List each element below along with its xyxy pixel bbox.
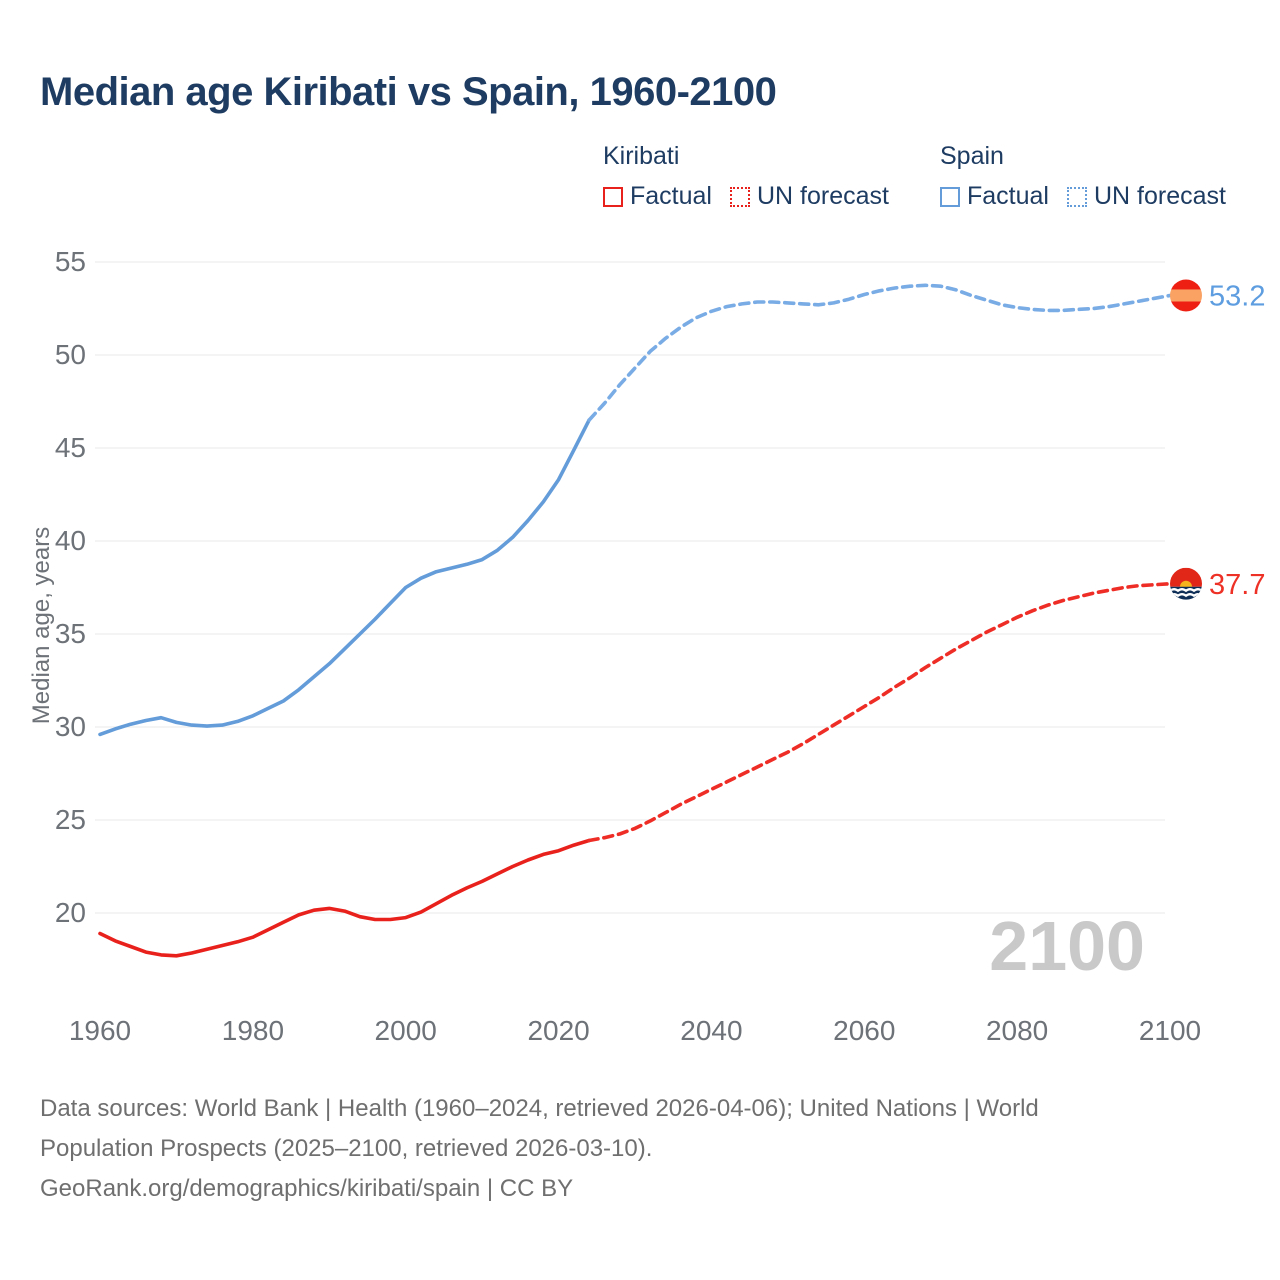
legend: Kiribati Factual UN forecast Spain Factu… bbox=[0, 142, 1280, 222]
spain-flag-icon bbox=[1170, 279, 1202, 312]
x-tick-label: 2000 bbox=[375, 1015, 437, 1046]
y-axis-title: Median age, years bbox=[28, 526, 55, 725]
legend-item-label: Factual bbox=[630, 182, 712, 210]
series-spain-factual bbox=[98, 418, 591, 737]
legend-group-spain-title: Spain bbox=[940, 142, 1004, 170]
footer: Data sources: World Bank | Health (1960–… bbox=[40, 1089, 1190, 1209]
y-tick-label: 55 bbox=[55, 246, 86, 277]
x-tick-label: 2100 bbox=[1139, 1015, 1201, 1046]
kiribati-forecast-swatch-icon bbox=[729, 186, 750, 207]
legend-item-spain-forecast: UN forecast bbox=[1066, 182, 1226, 211]
legend-group-kiribati-title: Kiribati bbox=[603, 142, 680, 170]
footer-line-3: GeoRank.org/demographics/kiribati/spain … bbox=[40, 1175, 574, 1202]
x-tick-label: 2020 bbox=[527, 1015, 589, 1046]
legend-item-label: UN forecast bbox=[1093, 182, 1226, 210]
x-tick-label: 1980 bbox=[222, 1015, 284, 1046]
footer-line-1: Data sources: World Bank | Health (1960–… bbox=[40, 1095, 1039, 1122]
y-tick-label: 45 bbox=[55, 432, 86, 463]
legend-item-kiribati-factual: Factual bbox=[603, 182, 712, 211]
end-value-label: 53.2 bbox=[1209, 280, 1265, 312]
series-kiribati-factual bbox=[98, 838, 591, 958]
legend-group-kiribati: Kiribati Factual UN forecast bbox=[603, 142, 889, 211]
y-tick-label: 40 bbox=[55, 525, 86, 556]
end-value-label: 37.7 bbox=[1209, 569, 1265, 601]
page-title: Median age Kiribati vs Spain, 1960-2100 bbox=[40, 70, 777, 114]
kiribati-flag-icon bbox=[1170, 567, 1202, 600]
y-tick-label: 25 bbox=[55, 804, 86, 835]
y-tick-label: 30 bbox=[55, 711, 86, 742]
kiribati-factual-swatch-icon bbox=[603, 186, 623, 207]
legend-item-label: UN forecast bbox=[756, 182, 889, 210]
spain-forecast-swatch-icon bbox=[1066, 186, 1087, 207]
spain-factual-swatch-icon bbox=[940, 186, 960, 207]
y-tick-label: 35 bbox=[55, 618, 86, 649]
end-label-kiribati: 37.7 bbox=[1170, 567, 1265, 601]
y-tick-label: 20 bbox=[55, 897, 86, 928]
gridlines: 55 50 45 40 35 30 25 20 1960 1980 2000 2020 2040 2060… bbox=[55, 246, 1201, 1046]
x-tick-label: 2080 bbox=[986, 1015, 1048, 1046]
y-tick-label: 50 bbox=[55, 339, 86, 370]
legend-item-spain-factual: Factual bbox=[940, 182, 1049, 211]
footer-line-2: Population Prospects (2025–2100, retriev… bbox=[40, 1135, 653, 1162]
end-label-spain: 53.2 bbox=[1170, 279, 1265, 312]
series-spain-forecast bbox=[587, 283, 1172, 422]
watermark: 2100 bbox=[989, 907, 1145, 985]
x-tick-label: 2060 bbox=[833, 1015, 895, 1046]
legend-item-label: Factual bbox=[967, 182, 1049, 210]
legend-item-kiribati-forecast: UN forecast bbox=[729, 182, 889, 211]
legend-group-spain: Spain Factual UN forecast bbox=[940, 142, 1226, 211]
x-tick-label: 2040 bbox=[680, 1015, 742, 1046]
series-kiribati-forecast bbox=[587, 582, 1172, 843]
x-tick-label: 1960 bbox=[69, 1015, 131, 1046]
